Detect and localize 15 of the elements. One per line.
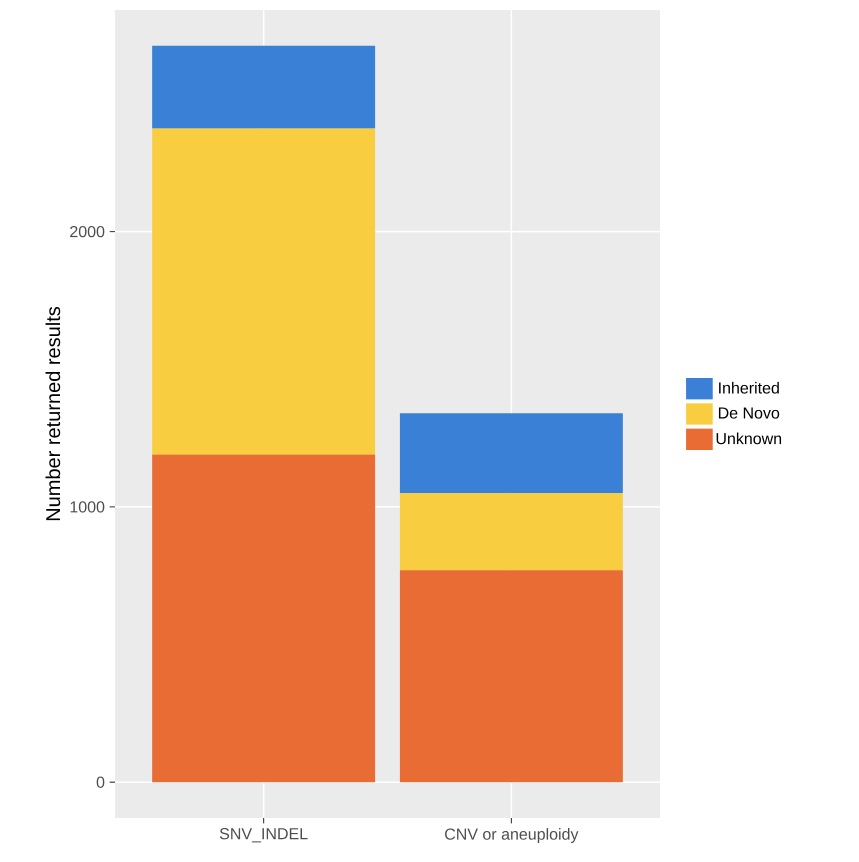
x-tick-label: CNV or aneuploidy [445, 828, 578, 843]
bar [152, 46, 376, 128]
legend-label: De Novo [718, 407, 780, 419]
y-tick-label: 1000 [70, 501, 104, 513]
x-tick-label: SNV_INDEL [220, 828, 308, 842]
y-tick-label: 0 [96, 776, 104, 788]
bar [152, 454, 376, 782]
legend-label: Unknown [716, 432, 782, 444]
bar [152, 128, 376, 455]
legend-label: Inherited [719, 382, 779, 394]
bar [400, 570, 623, 782]
y-tick-label: 2000 [70, 226, 104, 238]
y-axis-title: Number returned results [46, 306, 60, 520]
bar [400, 493, 623, 570]
bar [400, 413, 623, 494]
